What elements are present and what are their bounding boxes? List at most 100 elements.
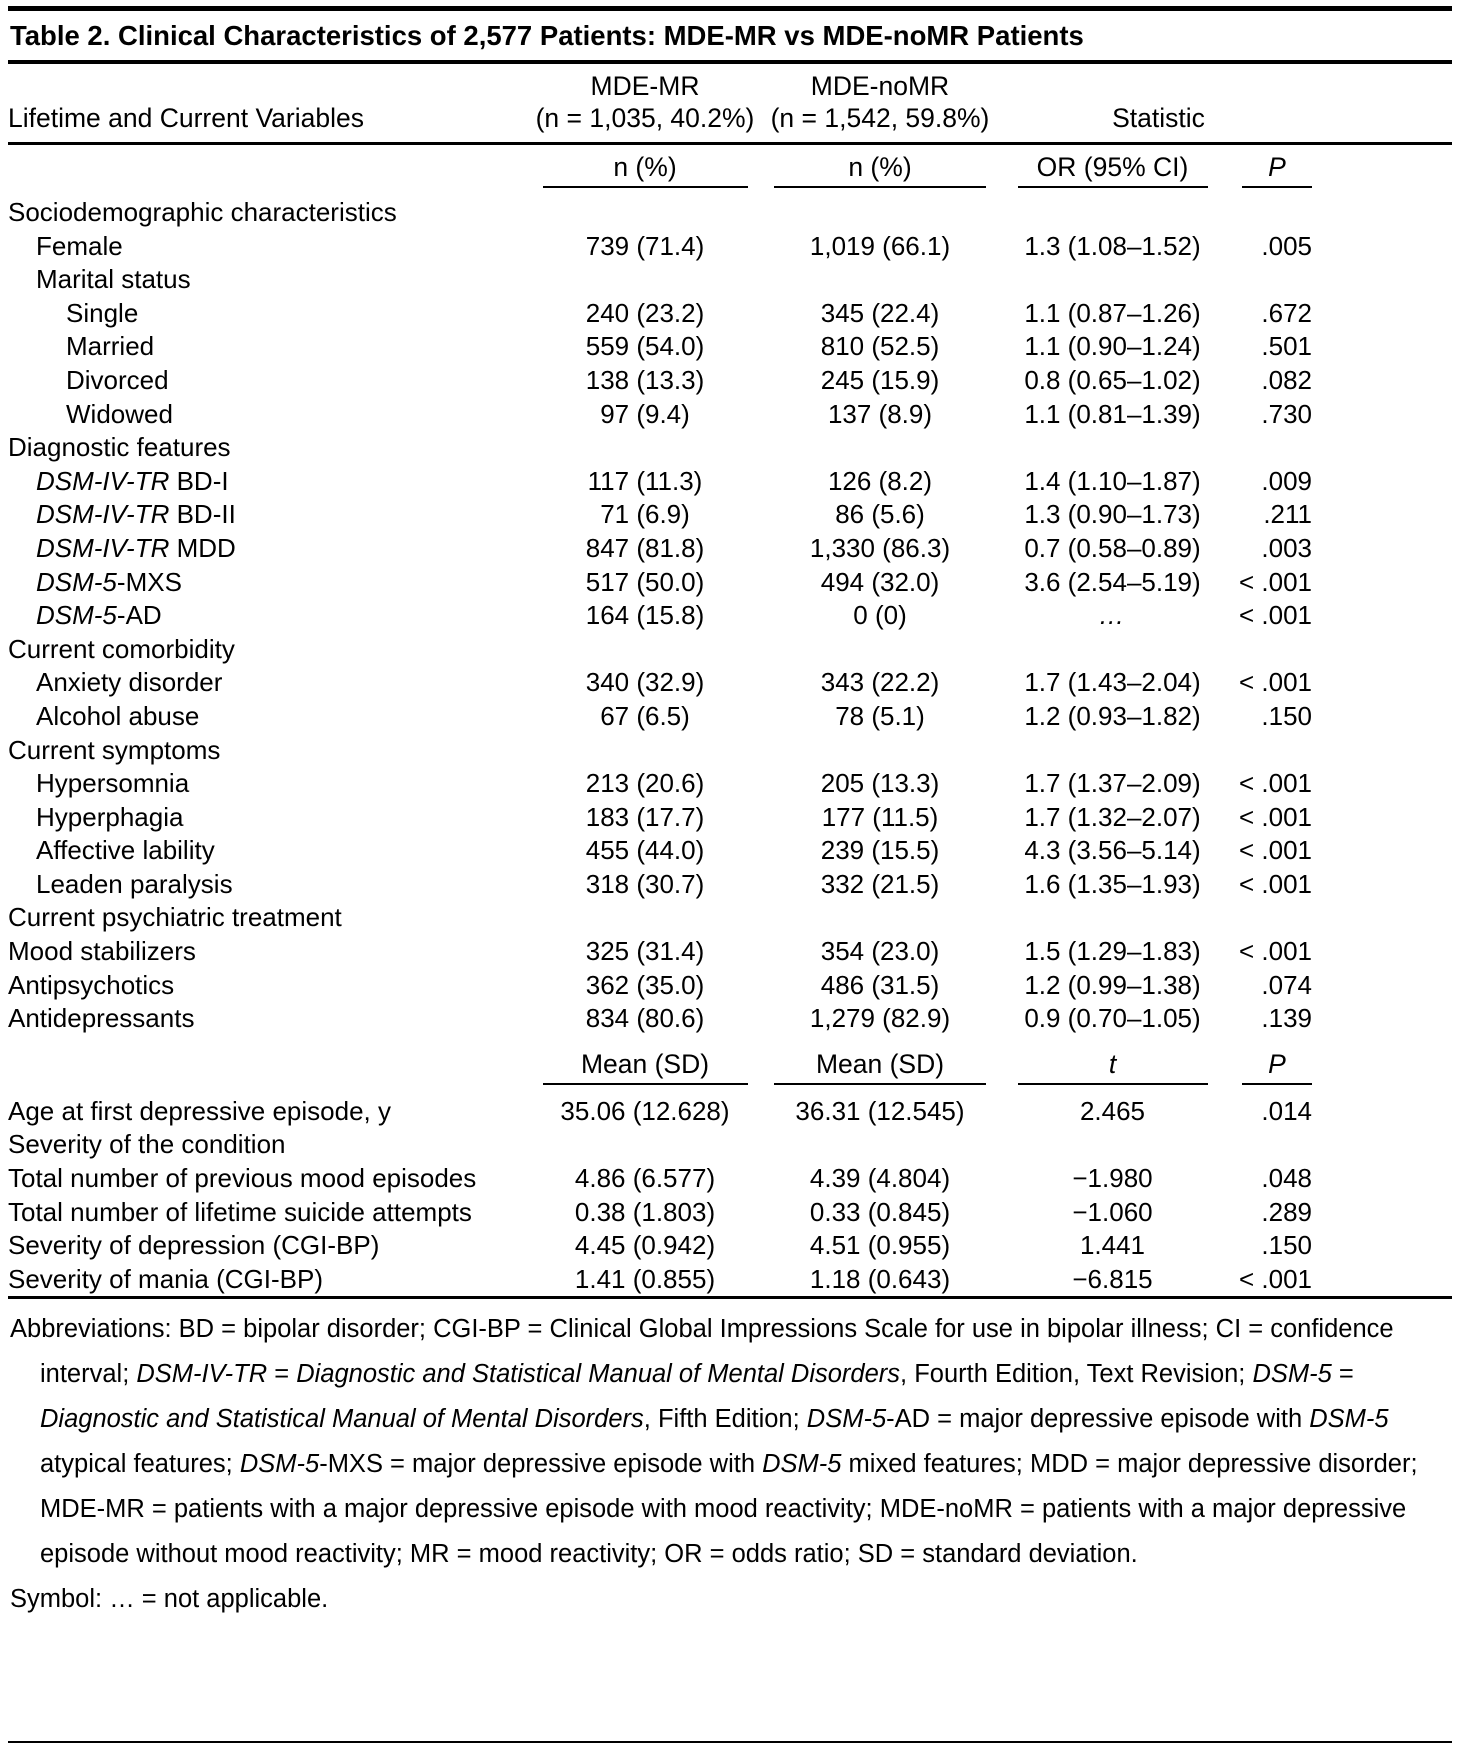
value-cell xyxy=(535,734,755,768)
header-variables-label: Lifetime and Current Variables xyxy=(8,103,364,133)
value-cell: .082 xyxy=(1261,364,1312,395)
value-cell: 810 (52.5) xyxy=(820,331,940,362)
row-label: Severity of the condition xyxy=(8,1129,286,1160)
value-cell: .003 xyxy=(1261,532,1312,563)
value-cell: … xyxy=(1098,600,1127,631)
row-label: Antidepressants xyxy=(8,1003,195,1034)
row-label: Total number of previous mood episodes xyxy=(8,1163,477,1194)
value-cell: 1.4 (1.10–1.87) xyxy=(1024,465,1201,496)
value-cell: 2.465 xyxy=(1079,1095,1146,1126)
value-cell: .501 xyxy=(1261,331,1312,362)
row-label: Leaden paralysis xyxy=(36,868,233,899)
value-cell: .048 xyxy=(1261,1163,1312,1194)
row-label: DSM-IV-TR BD-I xyxy=(36,465,229,496)
row-label: Antipsychotics xyxy=(8,969,175,1000)
value-cell: 517 (50.0) xyxy=(585,566,705,597)
row-label: Anxiety disorder xyxy=(36,667,223,698)
value-cell: −6.815 xyxy=(1072,1263,1153,1294)
value-cell: .074 xyxy=(1261,969,1312,1000)
value-cell: 0.9 (0.70–1.05) xyxy=(1024,1003,1201,1034)
value-cell: 4.3 (3.56–5.14) xyxy=(1024,835,1201,866)
table-row: Divorced 138 (13.3) 245 (15.9) 0.8 (0.65–1.… xyxy=(8,364,1452,398)
value-cell: 1.6 (1.35–1.93) xyxy=(1024,868,1201,899)
value-cell xyxy=(1220,196,1312,230)
value-cell: .150 xyxy=(1261,700,1312,731)
table-row: Severity of depression (CGI-BP) 4.45 (0.9… xyxy=(8,1229,1452,1263)
value-cell: < .001 xyxy=(1238,835,1312,866)
value-cell: 739 (71.4) xyxy=(585,230,705,261)
value-cell: 345 (22.4) xyxy=(820,297,940,328)
value-cell: 343 (22.2) xyxy=(820,667,940,698)
value-cell xyxy=(755,734,1005,768)
row-label: Widowed xyxy=(66,398,173,429)
value-cell: 97 (9.4) xyxy=(600,398,690,429)
value-cell: < .001 xyxy=(1238,600,1312,631)
value-cell xyxy=(1220,431,1312,465)
value-cell: 36.31 (12.545) xyxy=(795,1095,965,1126)
value-cell xyxy=(755,196,1005,230)
row-label: Current comorbidity xyxy=(8,633,235,664)
value-cell: 1.2 (0.93–1.82) xyxy=(1024,700,1201,731)
title-rule xyxy=(8,60,1452,64)
section-header-row: Marital status xyxy=(8,263,1452,297)
value-cell xyxy=(535,196,755,230)
table-row: Total number of previous mood episodes 4.… xyxy=(8,1162,1452,1196)
table-row: Leaden paralysis 318 (30.7) 332 (21.5) 1.6 … xyxy=(8,868,1452,902)
value-cell: 239 (15.5) xyxy=(820,835,940,866)
value-cell xyxy=(1005,901,1220,935)
row-label: DSM-IV-TR BD-II xyxy=(36,499,236,530)
value-cell: < .001 xyxy=(1238,868,1312,899)
table-row: Female 739 (71.4) 1,019 (66.1) 1.3 (1.08–1.… xyxy=(8,230,1452,264)
value-cell: .005 xyxy=(1261,230,1312,261)
value-cell xyxy=(1220,901,1312,935)
value-cell: .730 xyxy=(1261,398,1312,429)
header-mde-nomr-n: (n = 1,542, 59.8%) xyxy=(770,103,990,133)
row-label: DSM-5-MXS xyxy=(36,566,182,597)
value-cell: 0.8 (0.65–1.02) xyxy=(1024,364,1201,395)
value-cell: −1.980 xyxy=(1072,1163,1153,1194)
value-cell: 0.33 (0.845) xyxy=(809,1196,951,1227)
value-cell: 86 (5.6) xyxy=(835,499,925,530)
row-label: Age at first depressive episode, y xyxy=(8,1095,391,1126)
value-cell: 332 (21.5) xyxy=(820,868,940,899)
value-cell: 35.06 (12.628) xyxy=(560,1095,730,1126)
value-cell: .139 xyxy=(1261,1003,1312,1034)
table-row: Age at first depressive episode, y 35.06 … xyxy=(8,1095,1452,1129)
table-row: Affective lability 455 (44.0) 239 (15.5) 4.… xyxy=(8,834,1452,868)
value-cell: 71 (6.9) xyxy=(600,499,690,530)
value-cell: 354 (23.0) xyxy=(820,936,940,967)
value-cell: 1,330 (86.3) xyxy=(809,532,951,563)
row-label: Current symptoms xyxy=(8,734,221,765)
value-cell xyxy=(1220,263,1312,297)
table-row: Anxiety disorder 340 (32.9) 343 (22.2) 1.7 … xyxy=(8,666,1452,700)
value-cell: < .001 xyxy=(1238,667,1312,698)
row-label: Hyperphagia xyxy=(36,801,184,832)
body-end-rule xyxy=(8,1296,1452,1300)
abbreviations-note: Abbreviations: BD = bipolar disorder; CG… xyxy=(10,1315,1418,1569)
value-cell: 1.7 (1.43–2.04) xyxy=(1024,667,1201,698)
section-header-row: Severity of the condition xyxy=(8,1128,1452,1162)
table-row: Married 559 (54.0) 810 (52.5) 1.1 (0.90–1.2… xyxy=(8,330,1452,364)
value-cell: 164 (15.8) xyxy=(585,600,705,631)
row-label: Marital status xyxy=(36,264,191,295)
means-section: Age at first depressive episode, y 35.06 … xyxy=(8,1095,1452,1297)
table-header: Lifetime and Current Variables MDE-MR (n… xyxy=(8,64,1452,142)
subheader-means: Mean (SD) Mean (SD) t P xyxy=(8,1050,1452,1085)
value-cell: 245 (15.9) xyxy=(820,364,940,395)
table-row: Hypersomnia 213 (20.6) 205 (13.3) 1.7 (1.37… xyxy=(8,767,1452,801)
subheader-n-pct-1: n (%) xyxy=(542,153,748,188)
row-label: Affective lability xyxy=(36,835,215,866)
subheader-mean-sd-2: Mean (SD) xyxy=(774,1050,986,1085)
table-row: DSM-IV-TR BD-I 117 (11.3) 126 (8.2) 1.4 (1.… xyxy=(8,465,1452,499)
value-cell xyxy=(1220,1128,1312,1162)
value-cell: 1.3 (0.90–1.73) xyxy=(1024,499,1201,530)
section-header-row: Sociodemographic characteristics xyxy=(8,196,1452,230)
value-cell: 177 (11.5) xyxy=(821,801,939,832)
value-cell: 362 (35.0) xyxy=(585,969,705,1000)
value-cell xyxy=(535,901,755,935)
value-cell xyxy=(755,431,1005,465)
value-cell xyxy=(1005,1128,1220,1162)
value-cell: 847 (81.8) xyxy=(585,532,705,563)
value-cell xyxy=(1005,263,1220,297)
